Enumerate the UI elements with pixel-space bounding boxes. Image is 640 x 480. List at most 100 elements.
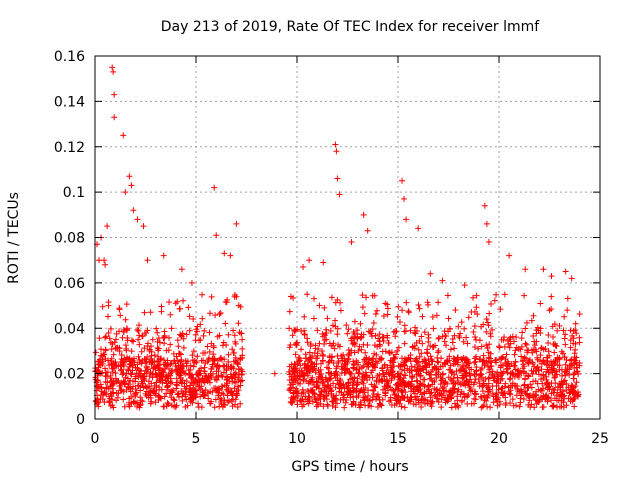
data-point (290, 389, 297, 396)
data-point (503, 351, 510, 358)
data-point (135, 336, 142, 343)
data-point (211, 355, 218, 362)
data-point (525, 358, 532, 365)
data-point (102, 355, 109, 362)
data-point (235, 320, 242, 327)
data-point (105, 302, 112, 309)
data-point (355, 370, 362, 377)
data-point (314, 355, 321, 362)
data-point (361, 358, 368, 365)
data-point (354, 381, 361, 388)
data-point (530, 394, 537, 401)
data-point (136, 341, 143, 348)
data-point (472, 396, 479, 403)
data-point (426, 361, 433, 368)
data-point (550, 403, 557, 410)
data-point (195, 369, 202, 376)
y-tick-label: 0.12 (54, 140, 85, 156)
data-point (524, 349, 531, 356)
data-point (171, 397, 178, 404)
data-point (180, 335, 187, 342)
data-point (139, 398, 146, 405)
data-point (567, 344, 574, 351)
data-point (160, 335, 167, 342)
data-point (144, 353, 151, 360)
data-point (328, 387, 335, 394)
data-point (223, 382, 230, 389)
data-point (413, 377, 420, 384)
data-point (499, 385, 506, 392)
data-point (324, 402, 331, 409)
data-point (228, 397, 235, 404)
data-point (447, 346, 454, 353)
data-point (333, 365, 340, 372)
data-point (218, 390, 225, 397)
data-point (120, 396, 127, 403)
data-point (239, 345, 246, 352)
data-point (428, 375, 435, 382)
data-point (357, 387, 364, 394)
data-point (147, 309, 154, 316)
data-point (562, 268, 569, 275)
data-point (458, 319, 465, 326)
data-point (486, 355, 493, 362)
data-point (498, 389, 505, 396)
data-point (447, 362, 454, 369)
data-point (501, 343, 508, 350)
data-point (564, 295, 571, 302)
data-point (563, 368, 570, 375)
data-point (573, 379, 580, 386)
data-point (323, 326, 330, 333)
data-point (213, 374, 220, 381)
data-point (349, 401, 356, 408)
data-point (561, 335, 568, 342)
data-point (229, 392, 236, 399)
data-point (225, 358, 232, 365)
data-point (380, 313, 387, 320)
data-point (237, 303, 244, 310)
data-point (101, 399, 108, 406)
data-point (429, 313, 436, 320)
x-tick-label: 15 (389, 431, 407, 447)
data-point (401, 195, 408, 202)
data-point (163, 347, 170, 354)
data-point (415, 359, 422, 366)
data-point (475, 345, 482, 352)
data-point (332, 384, 339, 391)
data-point (545, 332, 552, 339)
data-point (127, 388, 134, 395)
data-point (449, 335, 456, 342)
data-point (325, 365, 332, 372)
y-tick-label: 0.14 (54, 94, 85, 110)
data-point (498, 336, 505, 343)
data-point (143, 370, 150, 377)
data-point (366, 397, 373, 404)
data-point (96, 335, 103, 342)
data-point (309, 379, 316, 386)
data-point (110, 68, 117, 75)
data-point (546, 386, 553, 393)
data-point (450, 379, 457, 386)
data-point (431, 363, 438, 370)
data-point (111, 365, 118, 372)
data-point (108, 390, 115, 397)
data-point (99, 303, 106, 310)
data-point (122, 189, 129, 196)
data-point (148, 398, 155, 405)
data-point (416, 353, 423, 360)
data-point (143, 363, 150, 370)
data-point (332, 396, 339, 403)
data-point (356, 365, 363, 372)
data-point (477, 356, 484, 363)
data-point (136, 357, 143, 364)
data-point (359, 292, 366, 299)
data-point (571, 403, 578, 410)
data-point (303, 369, 310, 376)
data-point (454, 374, 461, 381)
data-point (298, 390, 305, 397)
data-point (199, 315, 206, 322)
data-point (200, 350, 207, 357)
data-point (136, 404, 143, 411)
data-point (235, 387, 242, 394)
data-point (210, 351, 217, 358)
